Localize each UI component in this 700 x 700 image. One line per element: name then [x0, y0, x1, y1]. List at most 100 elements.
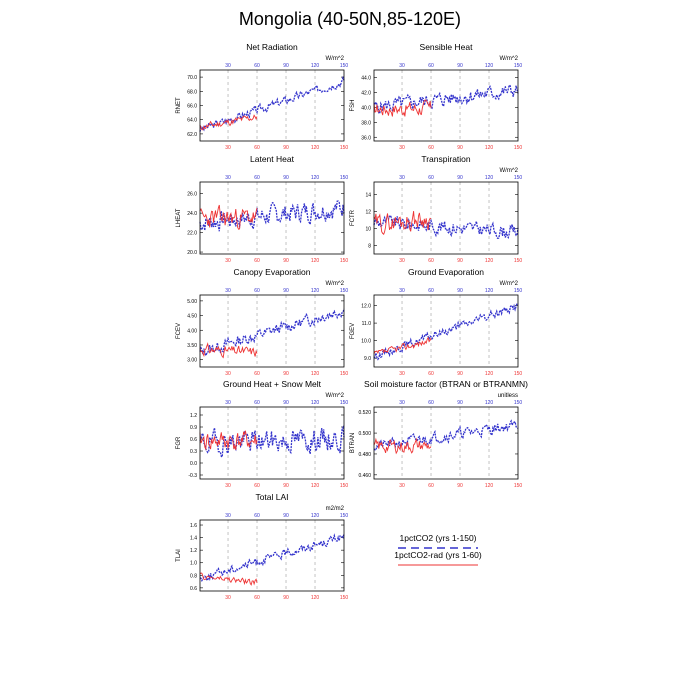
x-tick-label-top: 120 [485, 63, 494, 69]
chart-units: W/m^2 [500, 281, 519, 287]
y-axis-label: FSH [350, 100, 356, 112]
legend-label: 1pctCO2 (yrs 1-150) [400, 533, 477, 543]
y-tick-label: 40.0 [361, 105, 371, 111]
y-tick-label: 10.0 [361, 339, 371, 345]
y-axis-label: FGEV [350, 323, 356, 339]
x-tick-label-top: 30 [225, 513, 231, 519]
x-tick-label-bottom: 60 [428, 258, 434, 264]
chart-title: Net Radiation [246, 42, 298, 52]
chart-title: Latent Heat [250, 154, 295, 164]
y-axis-label: RNET [176, 97, 182, 114]
chart-title: Total LAI [255, 492, 288, 502]
chart-panel-3: Latent Heat 30 60 90 120 150 30 60 90 120 150 20.0 2… [176, 154, 348, 264]
chart-panel-4: Transpiration W/m^2 30 60 90 120 150 30 60 90 120 1… [350, 154, 522, 264]
chart-units: W/m^2 [326, 393, 345, 399]
x-tick-label-bottom: 90 [457, 258, 463, 264]
y-tick-label: -0.3 [188, 473, 197, 479]
x-tick-label-top: 150 [340, 513, 349, 519]
plot-frame [199, 519, 345, 592]
y-tick-label: 1.2 [190, 548, 197, 554]
plot-frame [199, 406, 345, 480]
x-tick-label-top: 150 [340, 175, 349, 181]
chart-panel-5: Canopy Evaporation W/m^2 30 60 90 120 150 30 60 9… [176, 267, 348, 377]
y-tick-label: 68.0 [187, 89, 197, 95]
plot-frame [199, 181, 345, 255]
x-tick-label-top: 30 [225, 288, 231, 294]
x-tick-label-top: 30 [225, 175, 231, 181]
chart-units: W/m^2 [500, 168, 519, 174]
x-tick-label-bottom: 90 [457, 145, 463, 151]
y-tick-label: 38.0 [361, 120, 371, 126]
x-tick-label-bottom: 60 [254, 258, 260, 264]
x-tick-label-top: 90 [283, 288, 289, 294]
x-tick-label-bottom: 120 [485, 483, 494, 489]
series-line-1pctco2 [199, 308, 345, 358]
x-tick-label-bottom: 150 [340, 595, 349, 601]
x-tick-label-top: 150 [340, 63, 349, 69]
y-axis-label: FCEV [176, 323, 182, 339]
x-tick-label-top: 30 [225, 63, 231, 69]
y-tick-label: 9.0 [364, 356, 371, 362]
y-tick-label: 0.460 [358, 473, 371, 479]
series-line-1pctco2-rad [199, 572, 258, 586]
x-tick-label-bottom: 120 [311, 371, 320, 377]
y-tick-label: 62.0 [187, 132, 197, 138]
series-line-1pctco2 [373, 83, 519, 115]
x-tick-label-top: 30 [225, 400, 231, 406]
x-tick-label-bottom: 90 [283, 483, 289, 489]
series-line-1pctco2 [199, 533, 345, 583]
x-tick-label-bottom: 120 [485, 145, 494, 151]
y-axis-label: TLAI [176, 549, 182, 562]
x-tick-label-top: 120 [485, 175, 494, 181]
x-tick-label-top: 60 [254, 63, 260, 69]
x-tick-label-bottom: 150 [514, 258, 523, 264]
y-axis-label: FCTR [350, 209, 356, 226]
y-tick-label: 36.0 [361, 135, 371, 141]
chart-title: Soil moisture factor (BTRAN or BTRANMN) [364, 379, 528, 389]
y-tick-label: 66.0 [187, 104, 197, 110]
x-tick-label-top: 60 [254, 175, 260, 181]
y-tick-label: 3.00 [187, 358, 197, 364]
x-tick-label-bottom: 60 [254, 595, 260, 601]
chart-title: Sensible Heat [420, 42, 474, 52]
page-title: Mongolia (40-50N,85-120E) [238, 9, 462, 29]
chart-panel-8: Soil moisture factor (BTRAN or BTRANMN) u… [350, 379, 528, 489]
y-tick-label: 4.50 [187, 314, 197, 320]
x-tick-label-bottom: 30 [399, 483, 405, 489]
y-tick-label: 3.50 [187, 343, 197, 349]
x-tick-label-bottom: 120 [311, 145, 320, 151]
chart-panel-7: Ground Heat + Snow Melt W/m^2 30 60 90 120 150… [176, 379, 348, 489]
plot-frame [373, 294, 519, 368]
x-tick-label-bottom: 90 [283, 258, 289, 264]
y-tick-label: 44.0 [361, 75, 371, 81]
y-tick-label: 4.00 [187, 328, 197, 334]
x-tick-label-bottom: 150 [514, 371, 523, 377]
y-tick-label: 12 [365, 210, 371, 216]
x-tick-label-bottom: 150 [514, 145, 523, 151]
x-tick-label-top: 90 [457, 288, 463, 294]
y-tick-label: 0.520 [358, 410, 371, 416]
y-tick-label: 0.6 [190, 586, 197, 592]
x-tick-label-bottom: 30 [399, 145, 405, 151]
chart-units: unitless [498, 393, 518, 399]
x-tick-label-bottom: 120 [485, 258, 494, 264]
chart-title: Ground Heat + Snow Melt [223, 379, 322, 389]
x-tick-label-top: 120 [485, 400, 494, 406]
series-line-1pctco2-rad [373, 336, 432, 355]
x-tick-label-bottom: 120 [311, 595, 320, 601]
chart-units: W/m^2 [500, 56, 519, 62]
series-line-1pctco2 [373, 419, 519, 451]
x-tick-label-bottom: 30 [399, 258, 405, 264]
x-tick-label-top: 60 [254, 513, 260, 519]
chart-panel-9: Total LAI m2/m2 30 60 90 120 150 30 60 90 120 150 0.… [176, 492, 348, 601]
series-line-1pctco2-rad [373, 211, 432, 235]
x-tick-label-bottom: 90 [457, 483, 463, 489]
y-tick-label: 14 [365, 193, 371, 199]
chart-panel-2: Sensible Heat W/m^2 30 60 90 120 150 30 60 90 120 1… [350, 42, 522, 151]
x-tick-label-bottom: 60 [254, 371, 260, 377]
x-tick-label-bottom: 150 [514, 483, 523, 489]
chart-title: Transpiration [421, 154, 471, 164]
x-tick-label-bottom: 90 [283, 371, 289, 377]
x-tick-label-top: 120 [311, 175, 320, 181]
y-tick-label: 0.480 [358, 452, 371, 458]
